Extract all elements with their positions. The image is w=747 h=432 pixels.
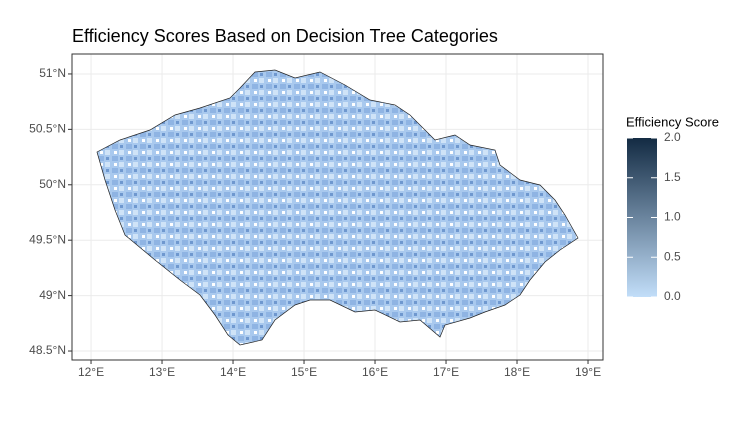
x-tick-label: 18°E: [504, 365, 530, 379]
y-tick-label: 50.5°N: [29, 122, 66, 136]
x-tick-label: 12°E: [78, 365, 104, 379]
legend-tick-label: 2.0: [664, 130, 681, 144]
x-tick-label: 17°E: [433, 365, 459, 379]
x-tick-label: 16°E: [362, 365, 388, 379]
y-tick-label: 49°N: [39, 288, 66, 302]
x-tick-label: 14°E: [220, 365, 246, 379]
x-tick-label: 19°E: [575, 365, 601, 379]
chart-title: Efficiency Scores Based on Decision Tree…: [72, 26, 498, 46]
y-tick-label: 48.5°N: [29, 343, 66, 357]
country-outline: [96, 69, 579, 346]
y-tick-label: 49.5°N: [29, 232, 66, 246]
x-tick-label: 15°E: [291, 365, 317, 379]
legend-title: Efficiency Score: [626, 114, 719, 129]
legend-tick-label: 1.5: [664, 170, 681, 184]
y-tick-label: 50°N: [39, 177, 66, 191]
legend-tick-label: 1.0: [664, 210, 681, 224]
legend-tick-label: 0.0: [664, 289, 681, 303]
x-tick-label: 13°E: [149, 365, 175, 379]
panel-border: [71, 53, 604, 361]
legend-tick-label: 0.5: [664, 249, 681, 263]
y-tick-label: 51°N: [39, 66, 66, 80]
